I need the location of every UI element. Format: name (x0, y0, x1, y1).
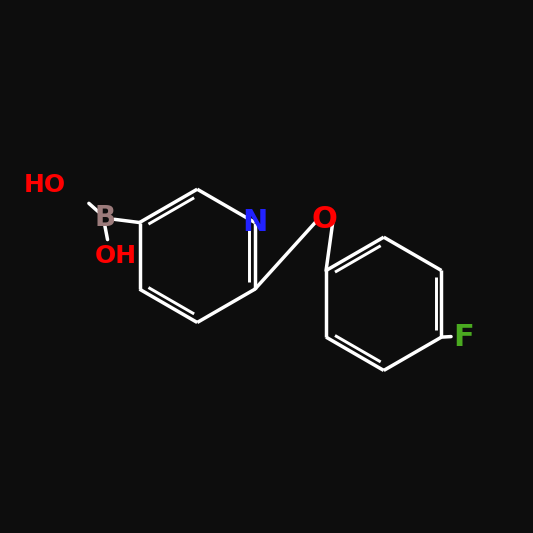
Text: OH: OH (94, 244, 136, 268)
Text: F: F (454, 322, 474, 352)
Text: B: B (94, 204, 116, 232)
Text: O: O (311, 205, 337, 235)
Text: N: N (242, 208, 268, 237)
Text: HO: HO (24, 173, 66, 197)
